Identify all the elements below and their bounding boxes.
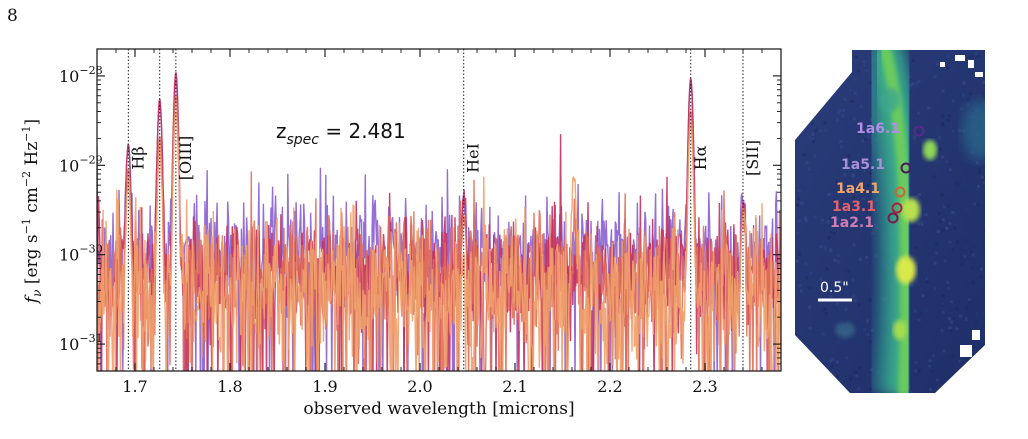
redshift-annotation: zspec = 2.481: [276, 119, 406, 148]
y-tick-label: 10−28: [59, 64, 103, 86]
y-tick-label: 10−31: [59, 332, 103, 354]
image-marker-circle: [891, 202, 903, 214]
emission-line-label: [OIII]: [176, 136, 195, 181]
x-axis-label: observed wavelength [microns]: [303, 399, 574, 419]
emission-line-label: HeI: [464, 143, 483, 173]
image-marker-circle: [894, 186, 906, 198]
x-tick-label: 2.3: [692, 377, 717, 396]
image-label-1a6.1: 1a6.1: [856, 121, 900, 137]
emission-line-markers: [127, 49, 744, 371]
spectrum-plot: 1.7 1.8 1.9 2.0 2.1 2.2 2.3 10−28 10−29 10−30 10−3…: [20, 48, 782, 419]
series-line-4: [97, 111, 781, 371]
image-marker-circle: [887, 212, 899, 224]
y-axis-label: fν [erg s−1 cm−2 Hz−1]: [20, 119, 44, 305]
emission-line-labels: Hβ [OIII] HeI Hα [SII]: [128, 136, 762, 181]
y-tick-label: 10−29: [59, 153, 103, 175]
series-layer: [97, 72, 781, 371]
x-tick-label: 1.8: [217, 377, 242, 396]
emission-line-label: Hβ: [128, 146, 147, 169]
x-tick-label: 2.0: [407, 377, 432, 396]
x-tick-label: 1.7: [122, 377, 147, 396]
image-label-1a5.1: 1a5.1: [841, 157, 885, 173]
image-label-1a3.1: 1a3.1: [832, 199, 876, 215]
y-tick-label: 10−30: [59, 243, 103, 265]
image-marker-circle: [900, 162, 912, 174]
image-marker-circle: [913, 125, 925, 137]
x-tick-label: 2.1: [502, 377, 527, 396]
scale-bar-label: 0.5": [820, 280, 849, 296]
x-tick-label: 1.9: [312, 377, 337, 396]
image-label-1a4.1: 1a4.1: [836, 181, 880, 197]
x-tick-label: 2.2: [597, 377, 622, 396]
axis-ticks: 1.7 1.8 1.9 2.0 2.1 2.2 2.3 10−28 10−29 10−30 10−3…: [59, 48, 781, 396]
emission-line-label: [SII]: [743, 140, 762, 176]
page-number: 8: [7, 6, 18, 26]
emission-line-label: Hα: [691, 145, 710, 170]
image-label-1a2.1: 1a2.1: [830, 215, 874, 231]
